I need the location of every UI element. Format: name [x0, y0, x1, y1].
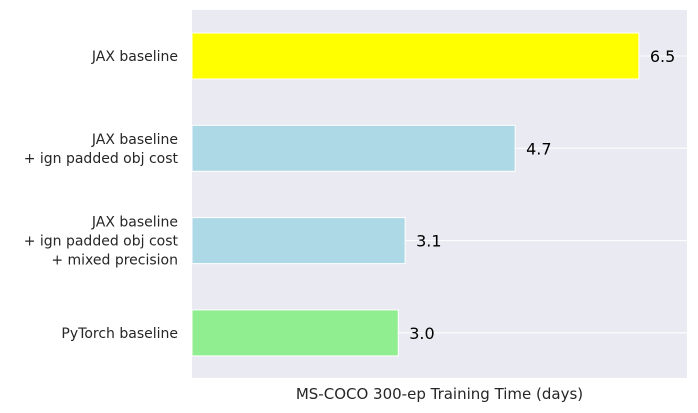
- value-label: 6.5: [650, 47, 675, 66]
- bar: [191, 32, 640, 80]
- value-label: 3.1: [416, 232, 441, 251]
- value-labels: 6.5 4.7 3.1 3.0: [409, 47, 675, 343]
- value-label: 4.7: [526, 139, 551, 158]
- category-tick-label: JAX baseline + ign padded obj cost: [24, 132, 179, 167]
- category-tick-labels: JAX baseline JAX baseline + ign padded obj…: [24, 49, 179, 342]
- bars: [191, 32, 640, 357]
- x-axis-label: MS-COCO 300-ep Training Time (days): [296, 385, 583, 403]
- bar: [191, 124, 516, 172]
- bar: [191, 309, 399, 357]
- bar: [191, 217, 406, 265]
- category-tick-label: JAX baseline + ign padded obj cost + mixed…: [24, 215, 179, 269]
- category-tick-label: JAX baseline: [91, 49, 178, 65]
- value-label: 3.0: [409, 324, 434, 343]
- category-tick-label: PyTorch baseline: [61, 326, 178, 342]
